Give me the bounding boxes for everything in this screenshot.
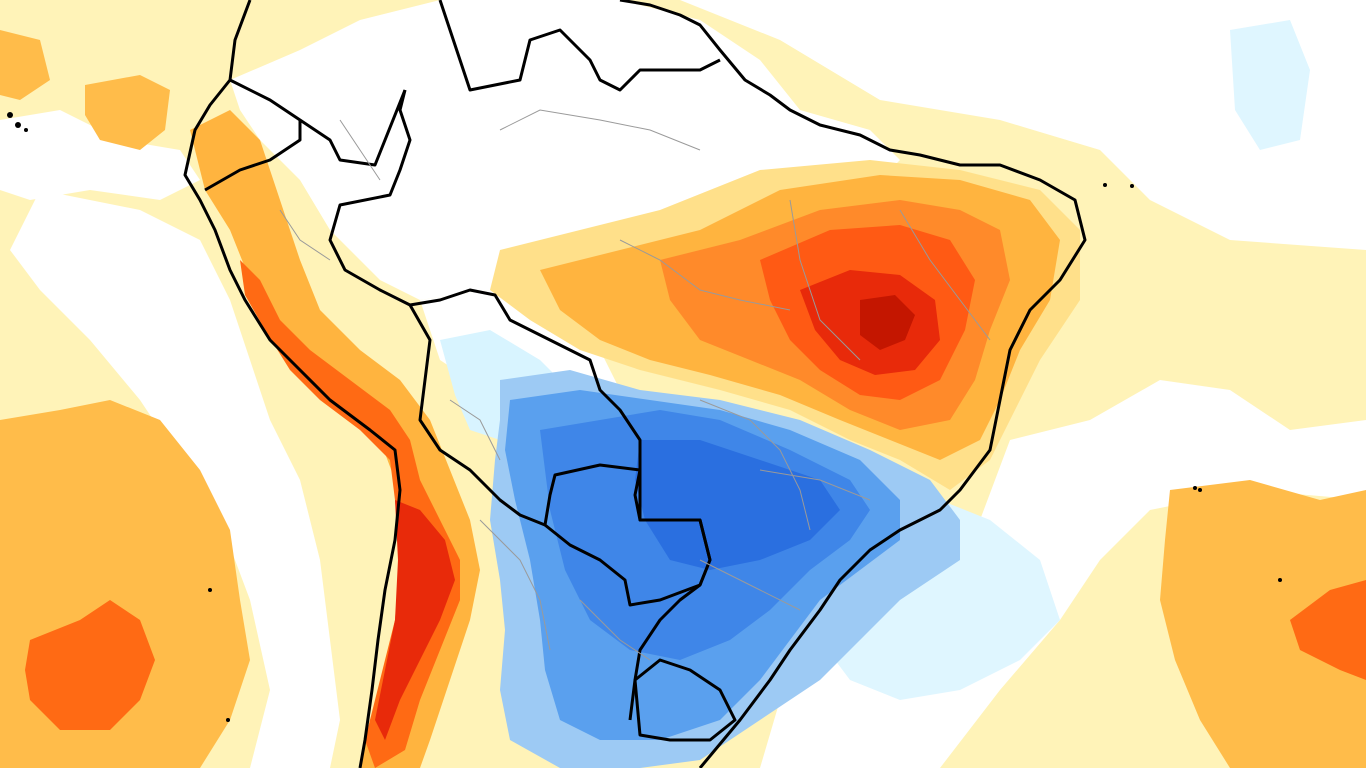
cold-strong-core [635,440,840,570]
north-borders [204,0,721,192]
neutral-ocean-west [10,190,340,768]
island-dot [15,122,21,128]
state-borders [279,109,991,661]
continent-outline [183,0,1087,768]
neutral-ocean-north [680,0,1366,250]
hot-max-core [860,295,915,350]
pacific-warm-patch-nw [85,75,170,150]
pacific-warm-patch-nw2 [0,30,50,100]
land-north-neutral [230,0,900,300]
bolivia-border [408,304,546,527]
island-dot [1198,488,1202,492]
neutral-ocean-nw [0,110,200,200]
state-border-lines [279,109,991,661]
island-dot [24,128,28,132]
island-dot [1193,486,1197,490]
pacific-hot-patch-sw [25,600,155,730]
island-dot [7,112,13,118]
island-dot [1103,183,1107,187]
atlantic-hot-patch-e [1290,580,1366,680]
island-markers [7,112,1282,722]
andes-hot-strong [375,500,455,740]
cold-faint-ocean-ne [1230,20,1310,150]
paraguay-border [543,463,712,607]
island-dot [226,718,230,722]
island-dot [208,588,212,592]
island-dot [1130,184,1134,188]
uruguay-border [633,658,737,742]
island-dot [1278,578,1282,582]
atlantic-warm-patch-e [1160,480,1366,768]
country-borders [183,0,1087,768]
